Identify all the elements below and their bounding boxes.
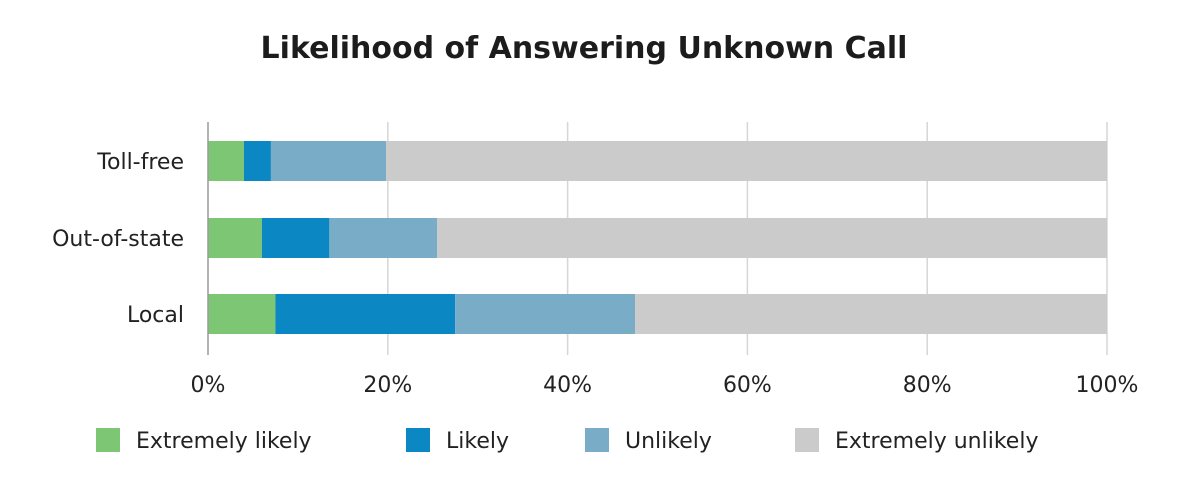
x-tick-label: 60% <box>723 373 772 398</box>
legend-label: Likely <box>446 429 509 454</box>
bar-segment <box>270 141 387 181</box>
legend-label: Extremely likely <box>136 429 312 454</box>
legend-swatch <box>795 428 819 452</box>
x-tick-label: 40% <box>543 373 592 398</box>
legend-swatch <box>406 428 430 452</box>
x-tick-label: 20% <box>363 373 412 398</box>
x-tick-labels: 0% 20% 40% 60% 80% 100% <box>191 373 1139 398</box>
bar-segment <box>208 141 244 181</box>
legend-swatch <box>585 428 609 452</box>
category-label: Toll-free <box>96 150 184 175</box>
legend-label: Unlikely <box>625 429 712 454</box>
bar-segment <box>208 218 262 258</box>
legend-label: Extremely unlikely <box>835 429 1038 454</box>
bar-segment <box>437 218 1107 258</box>
bar-segment <box>261 218 330 258</box>
legend: Extremely likely Likely Unlikely Extremely … <box>96 428 1038 454</box>
bar-segment <box>208 294 276 334</box>
bar-segments <box>208 141 1107 334</box>
legend-swatch <box>96 428 120 452</box>
bar-segment <box>275 294 456 334</box>
x-tick-label: 80% <box>903 373 952 398</box>
bar-segment <box>329 218 438 258</box>
bar-segment <box>386 141 1107 181</box>
bar-segment <box>455 294 636 334</box>
x-tick-label: 100% <box>1076 373 1139 398</box>
chart-title: Likelihood of Answering Unknown Call <box>261 31 908 66</box>
x-tick-label: 0% <box>191 373 226 398</box>
category-labels: Toll-free Out-of-state Local <box>52 150 184 328</box>
bar-segment <box>243 141 271 181</box>
bar-segment <box>635 294 1107 334</box>
category-label: Local <box>127 303 184 328</box>
category-label: Out-of-state <box>52 227 184 252</box>
